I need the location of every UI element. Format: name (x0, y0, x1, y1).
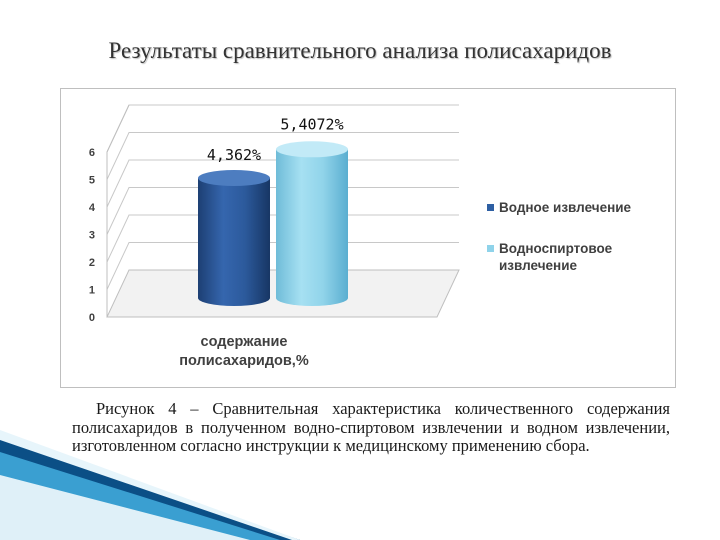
bar-top-water (198, 170, 270, 187)
chart-container: 0 1 2 3 4 5 6 4,362% 5,4072% содержание полисахар… (60, 88, 676, 388)
gridline-3 (106, 187, 459, 235)
legend-label-water: Водное извлечение (499, 200, 632, 215)
legend-item-water: Водное извлечение (487, 199, 677, 216)
y-tick-label-0: 0 (89, 312, 95, 324)
data-label-hydroalcoholic: 5,4072% (280, 115, 343, 133)
gridline-1 (106, 242, 459, 290)
x-axis-label-line-2: полисахаридов,% (179, 353, 309, 369)
slide-title: Результаты сравнительного анализа полиса… (108, 38, 612, 63)
y-axis-top-edge (106, 104, 130, 153)
decorative-corner-stripes (0, 430, 300, 540)
y-tick-label-2: 2 (89, 257, 95, 269)
y-tick-label-3: 3 (89, 230, 95, 242)
bar-hydroalcoholic (276, 149, 348, 306)
y-tick-label-5: 5 (89, 175, 95, 187)
y-tick-label-4: 4 (89, 202, 96, 214)
gridline-4 (106, 159, 459, 208)
x-axis-label-line-1: содержание (201, 334, 288, 350)
gridline-5 (106, 132, 459, 180)
legend-swatch-hydroalcoholic (487, 245, 494, 252)
bar-top-hydroalcoholic (276, 141, 348, 158)
y-tick-label-1: 1 (89, 285, 95, 297)
chart-plot: 0 1 2 3 4 5 6 4,362% 5,4072% содержание полисахар… (89, 104, 460, 369)
gridline-2 (106, 214, 459, 263)
bar-water (198, 178, 270, 306)
data-label-water: 4,362% (207, 146, 261, 164)
legend-label-hydroalcoholic: Водноспиртовое извлечение (499, 241, 613, 273)
figure-caption: Рисунок 4 – Сравнительная характеристика… (72, 399, 670, 455)
legend-swatch-water (487, 204, 494, 211)
y-tick-label-6: 6 (89, 147, 95, 159)
legend-item-hydroalcoholic: Водноспиртовое извлечение (487, 240, 677, 274)
chart-legend: Водное извлечение Водноспиртовое извлече… (487, 199, 677, 274)
